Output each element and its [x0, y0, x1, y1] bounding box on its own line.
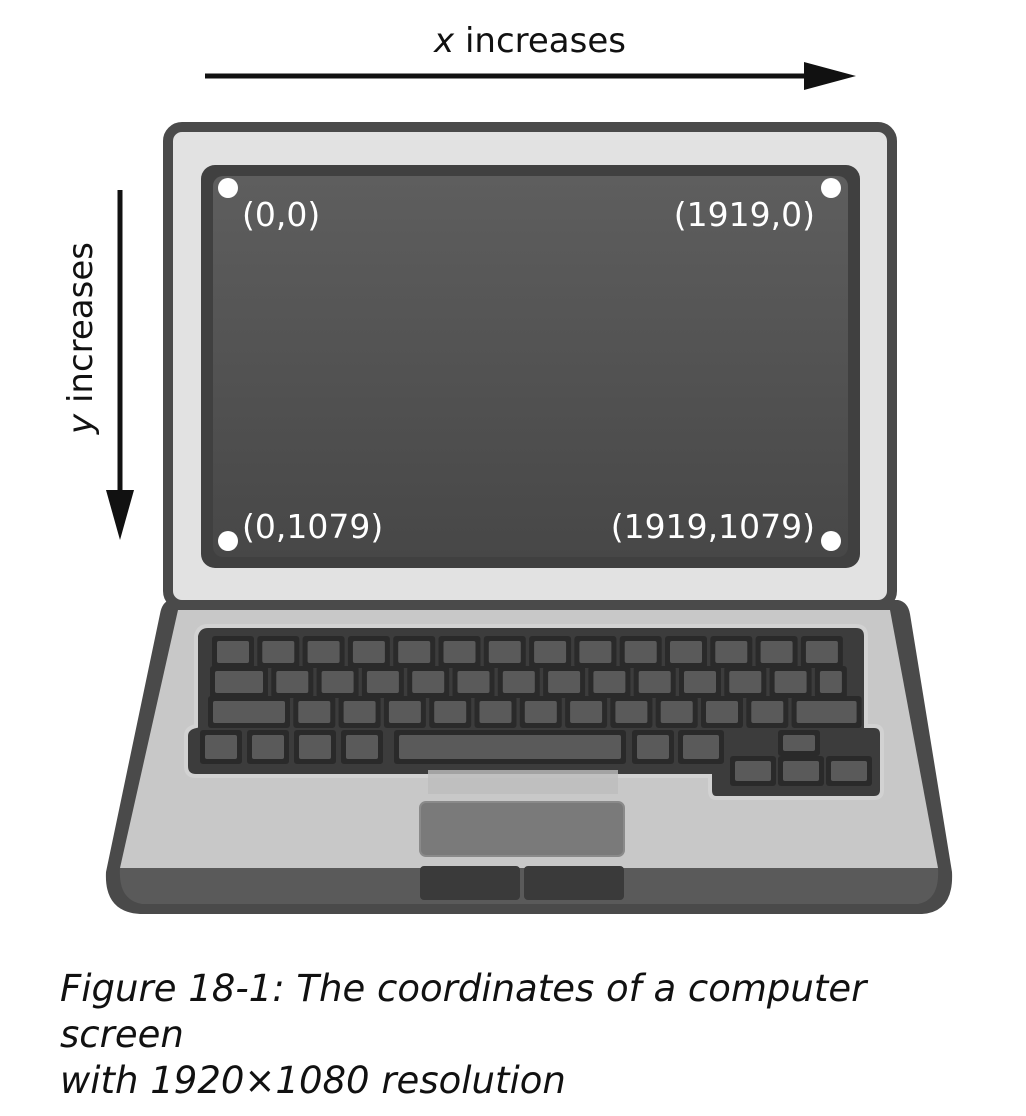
coord-label-bottom-left: (0,1079) [242, 507, 383, 546]
coord-label-top-right: (1919,0) [674, 195, 815, 234]
keyboard-key-cap [299, 735, 331, 759]
keyboard-key-cap [343, 701, 376, 723]
keyboard-key-cap [217, 641, 249, 663]
x-axis-label-text: increases [454, 21, 626, 61]
keyboard-key-cap [488, 641, 521, 663]
keyboard-key-cap [398, 641, 431, 663]
figure-caption: Figure 18-1: The coordinates of a comput… [60, 966, 980, 1104]
keyboard-key-cap [615, 701, 648, 723]
keyboard-key-cap [684, 671, 716, 693]
corner-dot-top-right [821, 178, 841, 198]
keyboard-key-cap [683, 735, 719, 759]
keyboard-key-cap [760, 641, 793, 663]
keyboard-key-cap [205, 735, 237, 759]
keyboard-key-cap [215, 671, 263, 693]
laptop-base [105, 600, 953, 914]
keyboard-key-cap [715, 641, 748, 663]
y-axis-indicator: y increases [61, 190, 134, 540]
keyboard-key-cap [366, 671, 399, 693]
corner-dot-bottom-left [218, 531, 238, 551]
keyboard-key-cap [783, 735, 815, 751]
x-axis-indicator: x increases [205, 21, 856, 90]
keyboard-key-cap [346, 735, 378, 759]
keyboard-key-cap [638, 671, 671, 693]
caption-line-1: Figure 18-1: The coordinates of a comput… [60, 967, 867, 1056]
keyboard-key-cap [262, 641, 295, 663]
keyboard-key-cap [729, 671, 762, 693]
keyboard-key-cap [593, 671, 626, 693]
keyboard-key-cap [213, 701, 285, 723]
laptop-lid: (0,0) (1919,0) (0,1079) (1919,1079) [163, 122, 897, 610]
y-axis-variable: y [61, 413, 101, 435]
keyboard-key-cap [660, 701, 693, 723]
trackpad-left-button [420, 866, 520, 900]
keyboard-key-cap [637, 735, 669, 759]
keyboard-key-cap [751, 701, 784, 723]
keyboard-key-cap [479, 701, 512, 723]
keyboard-key-cap [399, 735, 621, 759]
keyboard-key-cap [457, 671, 490, 693]
y-axis-label: y increases [61, 242, 101, 435]
keyboard-key-cap [624, 641, 657, 663]
keyboard-key-cap [783, 761, 819, 781]
keyboard-key-cap [570, 701, 603, 723]
keyboard-key-cap [298, 701, 331, 723]
keyboard-key-cap [670, 641, 702, 663]
trackpad-right-button [524, 866, 624, 900]
corner-dot-top-left [218, 178, 238, 198]
keyboard-key-cap [443, 641, 476, 663]
x-axis-variable: x [433, 21, 455, 61]
keyboard-key-cap [819, 671, 842, 693]
coord-label-top-left: (0,0) [242, 195, 320, 234]
keyboard-key-cap [352, 641, 385, 663]
keyboard-key-cap [307, 641, 340, 663]
trackpad [419, 801, 625, 857]
keyboard-key-cap [706, 701, 738, 723]
keyboard-key-cap [548, 671, 581, 693]
x-axis-arrowhead [804, 62, 856, 90]
keyboard-key-cap [388, 701, 421, 723]
x-axis-label: x increases [433, 21, 626, 61]
keyboard-key-cap [321, 671, 354, 693]
keyboard-key-cap [434, 701, 467, 723]
keyboard-key-cap [412, 671, 445, 693]
keyboard-key-cap [805, 641, 838, 663]
keyboard-key-cap [276, 671, 309, 693]
keyboard-key-cap [524, 701, 557, 723]
keyboard-key-cap [579, 641, 612, 663]
keyboard-key-cap [252, 735, 284, 759]
corner-dot-bottom-right [821, 531, 841, 551]
keyboard-key-cap [534, 641, 567, 663]
caption-line-2: with 1920×1080 resolution [60, 1059, 566, 1102]
coord-label-bottom-right: (1919,1079) [611, 507, 815, 546]
keyboard-key-cap [502, 671, 535, 693]
y-axis-label-text: increases [61, 242, 101, 414]
keyboard-keys [200, 636, 872, 786]
keyboard-shadow [428, 770, 618, 794]
keyboard-key-cap [735, 761, 771, 781]
keyboard-key-cap [796, 701, 857, 723]
keyboard-key-cap [774, 671, 807, 693]
laptop-screen-inner [213, 176, 848, 557]
y-axis-arrowhead [106, 490, 134, 540]
keyboard-key-cap [831, 761, 867, 781]
